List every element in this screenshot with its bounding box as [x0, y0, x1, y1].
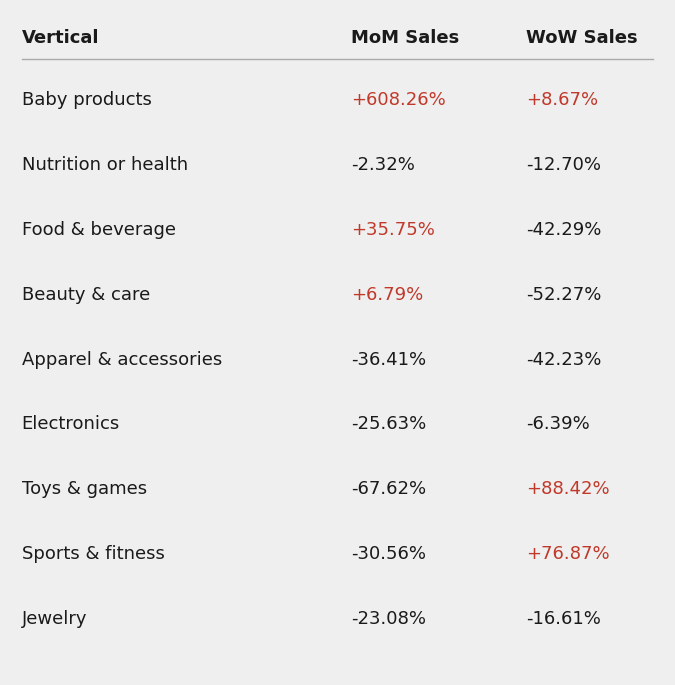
- Text: -52.27%: -52.27%: [526, 286, 601, 303]
- Text: -67.62%: -67.62%: [351, 480, 426, 498]
- Text: Apparel & accessories: Apparel & accessories: [22, 351, 222, 369]
- Text: -16.61%: -16.61%: [526, 610, 601, 627]
- Text: Sports & fitness: Sports & fitness: [22, 545, 165, 563]
- Text: -6.39%: -6.39%: [526, 415, 589, 434]
- Text: -2.32%: -2.32%: [351, 156, 415, 174]
- Text: Jewelry: Jewelry: [22, 610, 87, 627]
- Text: -25.63%: -25.63%: [351, 415, 426, 434]
- Text: +88.42%: +88.42%: [526, 480, 610, 498]
- Text: WoW Sales: WoW Sales: [526, 29, 637, 47]
- Text: -30.56%: -30.56%: [351, 545, 426, 563]
- Text: -23.08%: -23.08%: [351, 610, 426, 627]
- Text: +608.26%: +608.26%: [351, 91, 446, 110]
- Text: +8.67%: +8.67%: [526, 91, 598, 110]
- Text: Vertical: Vertical: [22, 29, 99, 47]
- Text: Beauty & care: Beauty & care: [22, 286, 150, 303]
- Text: Electronics: Electronics: [22, 415, 119, 434]
- Text: -12.70%: -12.70%: [526, 156, 601, 174]
- Text: -36.41%: -36.41%: [351, 351, 426, 369]
- Text: -42.29%: -42.29%: [526, 221, 601, 239]
- Text: -42.23%: -42.23%: [526, 351, 601, 369]
- Text: MoM Sales: MoM Sales: [351, 29, 459, 47]
- Text: +76.87%: +76.87%: [526, 545, 610, 563]
- Text: +35.75%: +35.75%: [351, 221, 435, 239]
- Text: Nutrition or health: Nutrition or health: [22, 156, 188, 174]
- Text: +6.79%: +6.79%: [351, 286, 423, 303]
- Text: Toys & games: Toys & games: [22, 480, 146, 498]
- Text: Baby products: Baby products: [22, 91, 151, 110]
- Text: Food & beverage: Food & beverage: [22, 221, 176, 239]
